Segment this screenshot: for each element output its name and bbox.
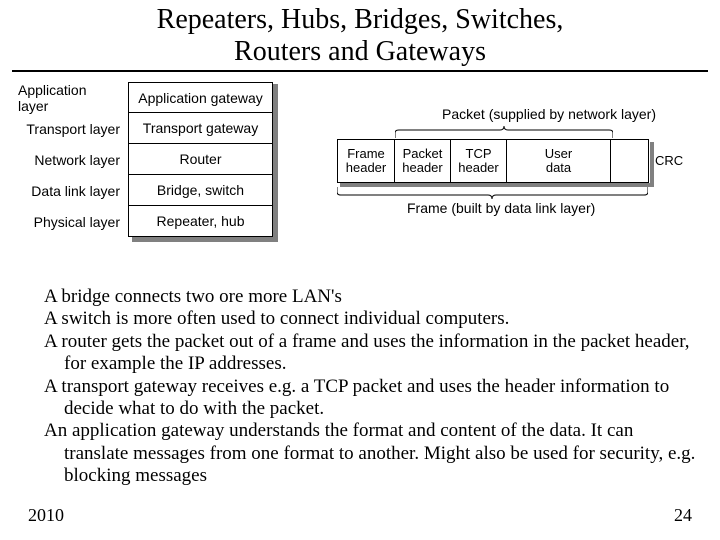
frame-cell-packet-header: Packet header [395, 139, 451, 183]
slide-footer: 2010 24 [28, 505, 692, 526]
footer-page-number: 24 [674, 505, 692, 526]
frame-brace [337, 187, 648, 199]
body-line-4: A transport gateway receives e.g. a TCP … [24, 376, 696, 421]
layer-label: Application layer [18, 82, 128, 113]
body-line-2: A switch is more often used to connect i… [24, 308, 696, 330]
frame-brace-label: Frame (built by data link layer) [407, 200, 595, 216]
packet-brace [395, 126, 613, 138]
crc-label: CRC [649, 139, 687, 183]
layer-label: Data link layer [18, 175, 128, 206]
diagram-area: Application layer Application gateway Tr… [18, 82, 702, 277]
cell-line: User [545, 147, 572, 161]
title-underline [12, 70, 708, 72]
cell-line: TCP [466, 147, 492, 161]
slide: Repeaters, Hubs, Bridges, Switches, Rout… [0, 0, 720, 540]
frame-shadow [650, 142, 654, 185]
device-cell: Repeater, hub [128, 206, 273, 237]
title-line-1: Repeaters, Hubs, Bridges, Switches, [157, 4, 564, 35]
layer-label: Transport layer [18, 113, 128, 144]
device-cell: Bridge, switch [128, 175, 273, 206]
cell-line: header [458, 161, 498, 175]
body-line-3: A router gets the packet out of a frame … [24, 331, 696, 376]
layer-device-table: Application layer Application gateway Tr… [18, 82, 273, 237]
frame-row: Frame header Packet header TCP header Us… [337, 139, 687, 183]
body-text: A bridge connects two ore more LAN's A s… [24, 286, 696, 488]
cell-line: header [346, 161, 386, 175]
table-shadow [273, 84, 278, 237]
cell-line: data [546, 161, 571, 175]
frame-cell-user-data: User data [507, 139, 611, 183]
device-cell: Application gateway [128, 82, 273, 113]
device-cell: Transport gateway [128, 113, 273, 144]
title-line-2: Routers and Gateways [234, 36, 486, 67]
body-line-1: A bridge connects two ore more LAN's [24, 286, 696, 308]
slide-title: Repeaters, Hubs, Bridges, Switches, Rout… [0, 0, 720, 68]
footer-year: 2010 [28, 505, 64, 526]
layer-label: Network layer [18, 144, 128, 175]
frame-cell-tcp-header: TCP header [451, 139, 507, 183]
cell-line: Frame [347, 147, 385, 161]
cell-line: Packet [403, 147, 443, 161]
frame-cell-frame-header: Frame header [337, 139, 395, 183]
packet-brace-label: Packet (supplied by network layer) [442, 106, 656, 122]
body-line-5: An application gateway understands the f… [24, 420, 696, 487]
device-cell: Router [128, 144, 273, 175]
layer-label: Physical layer [18, 206, 128, 237]
cell-line: header [402, 161, 442, 175]
table-shadow [132, 237, 278, 242]
frame-cell-crc-box [611, 139, 649, 183]
